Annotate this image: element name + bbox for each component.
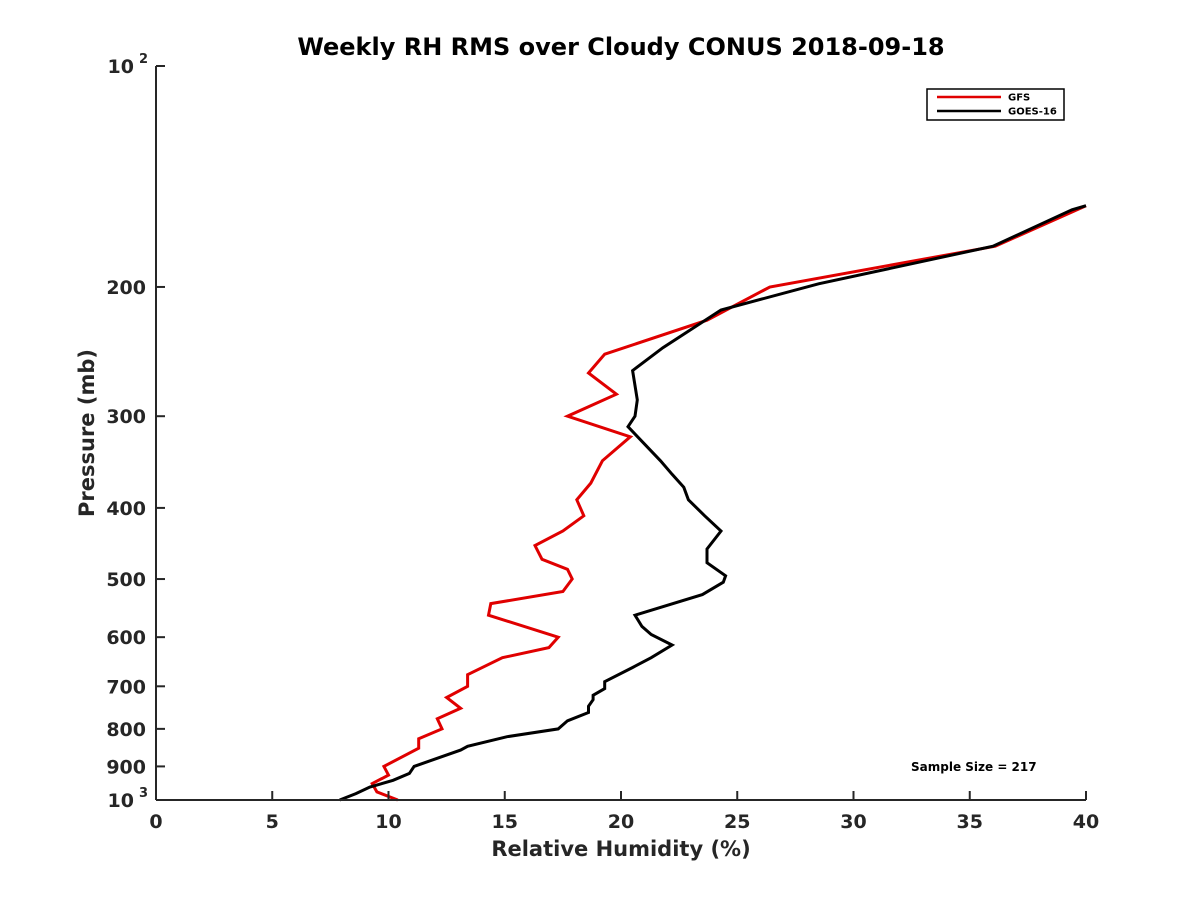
sample-size-annotation: Sample Size = 217 — [911, 760, 1037, 774]
legend-box — [926, 88, 1065, 121]
x-tick-label: 35 — [957, 811, 983, 833]
legend-label-gfs: GFS — [1008, 93, 1030, 104]
y-tick-label: 400 — [106, 498, 146, 520]
legend: GFS GOES-16 — [926, 88, 1065, 121]
axes: 0 5 10 15 20 25 30 35 40 10 2 200 300 400 500 600 700 800… — [106, 52, 1099, 833]
x-tick-label: 20 — [608, 811, 634, 833]
x-tick-label: 0 — [149, 811, 162, 833]
y-tick-label: 200 — [106, 277, 146, 299]
legend-label-goes-16: GOES-16 — [1008, 107, 1057, 118]
y-axis-label: Pressure (mb) — [75, 349, 99, 517]
x-axis-label: Relative Humidity (%) — [491, 837, 750, 861]
x-tick-label: 5 — [266, 811, 279, 833]
y-tick-label: 10 — [108, 790, 134, 812]
x-tick-label: 40 — [1073, 811, 1099, 833]
x-tick-label: 30 — [840, 811, 866, 833]
series-line-goes-16 — [339, 204, 1087, 802]
chart-title: Weekly RH RMS over Cloudy CONUS 2018-09-… — [297, 33, 944, 61]
x-tick-label: 15 — [492, 811, 518, 833]
x-tick-label: 10 — [375, 811, 401, 833]
plot-area — [339, 204, 1087, 802]
y-tick-label: 10 — [108, 56, 134, 78]
y-tick-label: 800 — [106, 719, 146, 741]
y-tick-label: 900 — [106, 756, 146, 778]
y-tick-label: 600 — [106, 627, 146, 649]
y-tick-exponent: 2 — [139, 52, 148, 67]
y-tick-label: 300 — [106, 406, 146, 428]
x-tick-label: 25 — [724, 811, 750, 833]
y-tick-exponent: 3 — [139, 786, 148, 801]
y-tick-label: 500 — [106, 569, 146, 591]
series-line-gfs — [370, 204, 1087, 802]
y-tick-label: 700 — [106, 676, 146, 698]
